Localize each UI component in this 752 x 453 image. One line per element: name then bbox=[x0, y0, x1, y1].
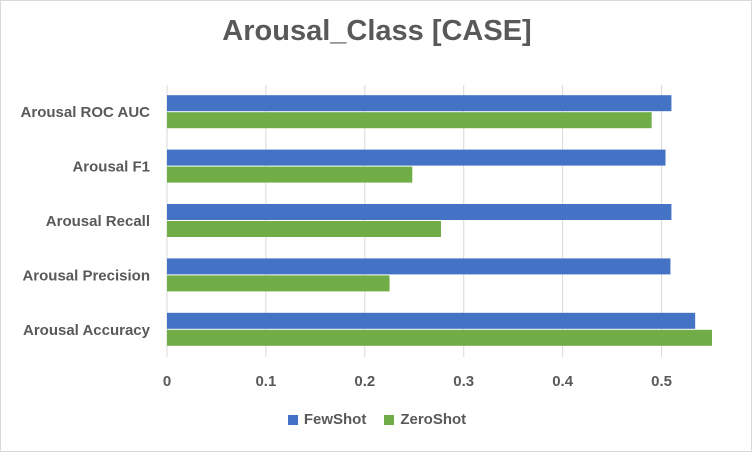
bar-fewshot-2 bbox=[167, 204, 672, 220]
legend: FewShot ZeroShot bbox=[1, 411, 752, 428]
x-tick-label-2: 0.2 bbox=[354, 373, 375, 390]
legend-item-zeroshot: ZeroShot bbox=[384, 411, 466, 428]
category-label-3: Arousal Precision bbox=[22, 267, 150, 284]
legend-label-fewshot: FewShot bbox=[303, 411, 367, 428]
legend-swatch-fewshot bbox=[287, 414, 298, 425]
chart-title: Arousal_Class [CASE] bbox=[222, 15, 532, 47]
x-tick-label-5: 0.5 bbox=[651, 373, 672, 390]
legend-label-zeroshot: ZeroShot bbox=[400, 411, 467, 428]
bar-fewshot-3 bbox=[167, 258, 671, 275]
bar-fewshot-4 bbox=[167, 312, 696, 329]
category-label-4: Arousal Accuracy bbox=[23, 322, 151, 339]
bar-zeroshot-4 bbox=[167, 329, 712, 346]
legend-item-fewshot: FewShot bbox=[287, 411, 367, 428]
bar-fewshot-0 bbox=[167, 95, 672, 112]
category-label-1: Arousal F1 bbox=[72, 159, 150, 176]
bar-zeroshot-0 bbox=[167, 112, 652, 129]
legend-swatch-zeroshot bbox=[384, 414, 395, 425]
category-label-2: Arousal Recall bbox=[46, 213, 150, 230]
x-tick-label-3: 0.3 bbox=[453, 373, 474, 390]
bar-zeroshot-1 bbox=[167, 166, 413, 183]
bar-fewshot-1 bbox=[167, 149, 666, 166]
x-tick-label-0: 0 bbox=[163, 373, 171, 390]
bar-zeroshot-2 bbox=[167, 221, 441, 237]
category-label-0: Arousal ROC AUC bbox=[21, 104, 151, 121]
x-tick-label-4: 0.4 bbox=[552, 373, 574, 390]
bar-zeroshot-3 bbox=[167, 275, 390, 292]
x-tick-label-1: 0.1 bbox=[255, 373, 276, 390]
